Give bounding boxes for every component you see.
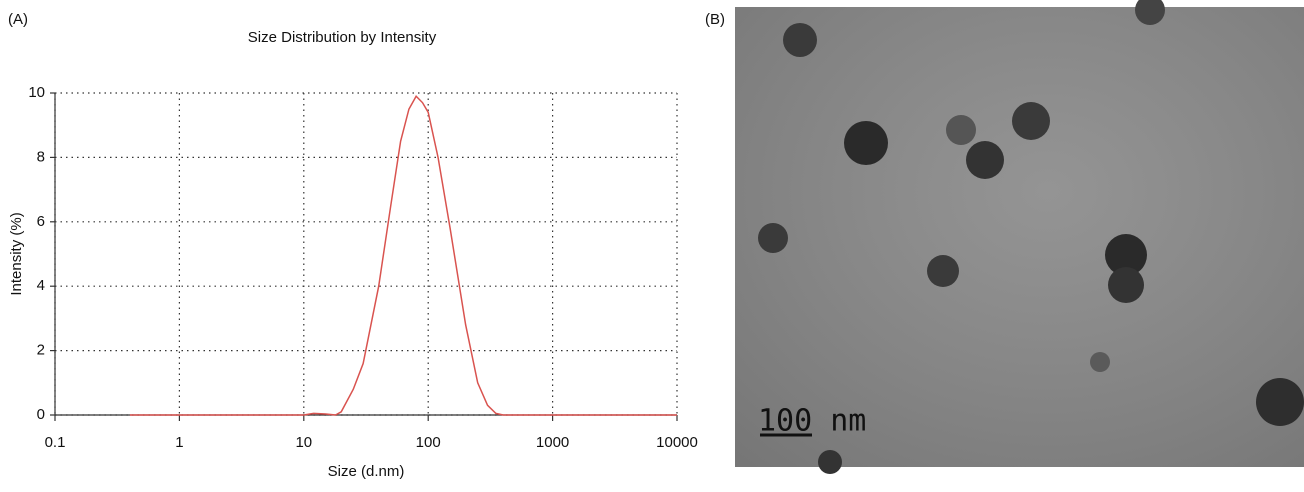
particle bbox=[1135, 0, 1165, 25]
x-tick-label: 100 bbox=[416, 434, 441, 451]
particle bbox=[844, 121, 888, 165]
particle bbox=[1256, 378, 1304, 426]
x-tick-label: 1 bbox=[175, 434, 183, 451]
panel-label: (A) bbox=[8, 11, 28, 28]
particle bbox=[927, 255, 959, 287]
scale-bar-label: 100 nm bbox=[758, 404, 866, 439]
particle bbox=[758, 223, 788, 253]
y-tick-label: 2 bbox=[37, 342, 45, 359]
y-axis-label: Intensity (%) bbox=[8, 212, 25, 295]
x-tick-label: 1000 bbox=[536, 434, 569, 451]
x-tick-label: 10 bbox=[295, 434, 312, 451]
particle bbox=[966, 141, 1004, 179]
particle bbox=[783, 23, 817, 57]
y-tick-label: 4 bbox=[37, 277, 45, 294]
x-axis-label: Size (d.nm) bbox=[328, 463, 405, 480]
tem-image: 100 nm bbox=[735, 0, 1304, 474]
y-tick-label: 10 bbox=[28, 84, 45, 101]
image-shading bbox=[735, 7, 1304, 467]
particle bbox=[1012, 102, 1050, 140]
particle bbox=[946, 115, 976, 145]
y-tick-label: 0 bbox=[37, 406, 45, 423]
y-tick-label: 8 bbox=[37, 148, 45, 165]
x-tick-label: 10000 bbox=[656, 434, 698, 451]
particle bbox=[1108, 267, 1144, 303]
particle bbox=[818, 450, 842, 474]
panel-label: (B) bbox=[705, 11, 725, 28]
chart-title: Size Distribution by Intensity bbox=[248, 29, 437, 46]
x-tick-label: 0.1 bbox=[45, 434, 66, 451]
y-tick-label: 6 bbox=[37, 213, 45, 230]
data-line bbox=[129, 94, 677, 416]
particle bbox=[1090, 352, 1110, 372]
particle bbox=[1105, 234, 1147, 276]
